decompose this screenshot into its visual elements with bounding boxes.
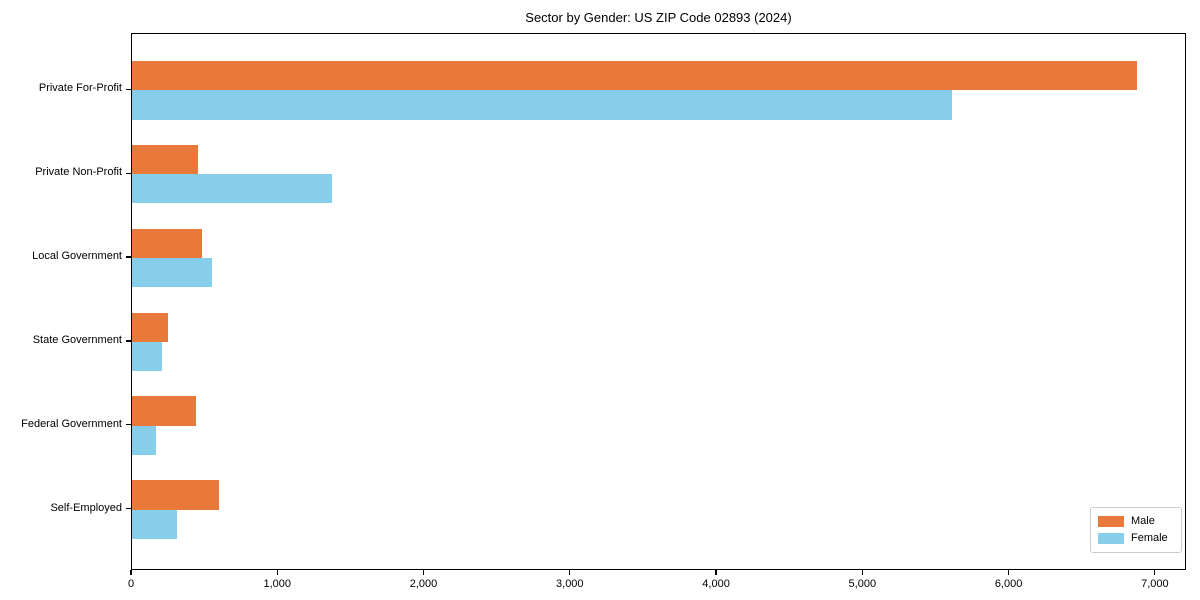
- x-tick-mark: [276, 570, 278, 575]
- x-tick-mark: [130, 570, 132, 575]
- plot-area: [131, 33, 1186, 570]
- x-tick-mark: [1007, 570, 1010, 575]
- bar-male-2: [132, 228, 203, 259]
- bar-female-5: [132, 509, 178, 540]
- x-tick-label: 4,000: [702, 578, 730, 590]
- bar-male-0: [132, 60, 1137, 91]
- x-tick-label: 3,000: [556, 578, 584, 590]
- x-tick-label: 0: [127, 578, 135, 590]
- bar-male-4: [132, 396, 196, 426]
- x-tick-label: 1,000: [263, 578, 292, 590]
- y-tick-mark: [126, 88, 131, 90]
- bar-female-2: [132, 258, 212, 288]
- chart-title: Sector by Gender: US ZIP Code 02893 (202…: [525, 10, 792, 25]
- x-tick-mark: [422, 570, 425, 575]
- bar-male-3: [132, 312, 168, 342]
- bar-female-1: [132, 174, 333, 204]
- y-tick-mark: [126, 340, 131, 342]
- legend-item-male: Male: [1098, 513, 1174, 530]
- bar-male-1: [132, 144, 198, 175]
- y-tick-mark: [126, 256, 131, 258]
- legend-swatch-icon: [1098, 516, 1124, 527]
- legend-label: Male: [1131, 515, 1155, 527]
- legend: Male Female: [1090, 507, 1182, 553]
- y-tick-mark: [126, 508, 131, 510]
- bar-female-0: [132, 90, 952, 120]
- x-tick-mark: [569, 570, 571, 575]
- y-tick-mark: [126, 172, 131, 174]
- x-tick-label: 5,000: [848, 578, 877, 590]
- y-tick-mark: [126, 424, 131, 426]
- legend-item-female: Female: [1098, 530, 1174, 547]
- y-tick-label: Federal Government: [21, 417, 122, 430]
- bar-male-5: [132, 480, 220, 510]
- legend-label: Female: [1131, 532, 1168, 544]
- bar-female-3: [132, 341, 162, 372]
- x-tick-label: 7,000: [1141, 578, 1169, 590]
- y-tick-label: State Government: [32, 333, 122, 346]
- x-tick-label: 6,000: [994, 578, 1023, 590]
- y-tick-label: Local Government: [32, 250, 122, 263]
- y-tick-label: Private For-Profit: [38, 82, 122, 95]
- y-tick-label: Self-Employed: [50, 501, 122, 514]
- x-tick-mark: [1154, 570, 1156, 575]
- x-tick-mark: [715, 570, 717, 575]
- x-tick-label: 2,000: [409, 578, 438, 590]
- legend-swatch-icon: [1098, 533, 1124, 544]
- x-tick-mark: [861, 570, 863, 575]
- y-tick-label: Private Non-Profit: [35, 166, 122, 179]
- bar-female-4: [132, 425, 157, 456]
